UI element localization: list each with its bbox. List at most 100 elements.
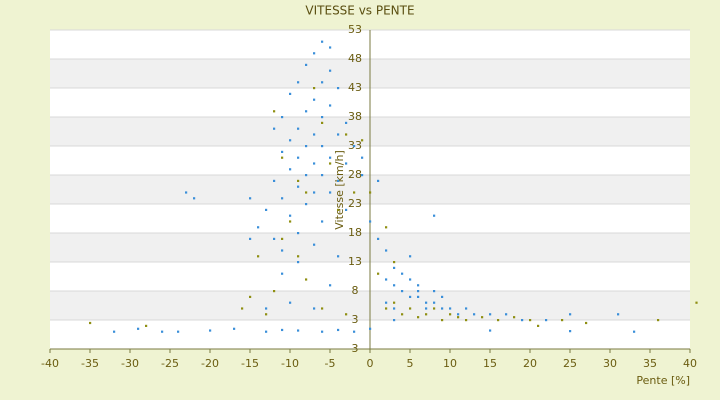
x-tick-label: -35 bbox=[81, 357, 99, 370]
scatter-point bbox=[393, 307, 396, 310]
x-tick-label: 30 bbox=[603, 357, 617, 370]
scatter-point bbox=[345, 208, 348, 211]
scatter-point bbox=[305, 278, 308, 281]
scatter-point bbox=[489, 329, 492, 332]
x-tick-label: 25 bbox=[563, 357, 577, 370]
scatter-point bbox=[273, 237, 276, 240]
scatter-point bbox=[185, 191, 188, 194]
scatter-point bbox=[329, 46, 332, 49]
scatter-point bbox=[513, 316, 516, 319]
y-tick-label: 28 bbox=[348, 168, 362, 181]
scatter-point bbox=[345, 121, 348, 124]
scatter-point bbox=[561, 319, 564, 322]
scatter-point bbox=[249, 237, 252, 240]
scatter-point bbox=[313, 191, 316, 194]
scatter-point bbox=[417, 284, 420, 287]
scatter-point bbox=[441, 295, 444, 298]
scatter-point bbox=[329, 156, 332, 159]
y-tick-label: 53 bbox=[348, 23, 362, 36]
scatter-point bbox=[289, 92, 292, 95]
scatter-point bbox=[297, 232, 300, 235]
scatter-point bbox=[417, 290, 420, 293]
scatter-point bbox=[89, 321, 92, 325]
scatter-point bbox=[137, 327, 140, 330]
scatter-point bbox=[385, 249, 388, 252]
scatter-point bbox=[409, 307, 412, 310]
scatter-point bbox=[529, 319, 532, 322]
y-tick-label: 18 bbox=[348, 226, 362, 239]
scatter-point bbox=[409, 295, 412, 298]
y-tick-label: 38 bbox=[348, 110, 362, 123]
scatter-point bbox=[329, 162, 332, 165]
x-tick-label: 35 bbox=[643, 357, 657, 370]
scatter-point bbox=[313, 87, 316, 90]
scatter-point bbox=[401, 272, 404, 275]
scatter-point bbox=[545, 319, 548, 322]
scatter-point bbox=[457, 316, 460, 319]
scatter-point bbox=[281, 272, 284, 275]
scatter-point bbox=[273, 179, 276, 182]
scatter-point bbox=[537, 324, 540, 327]
scatter-point bbox=[281, 156, 284, 159]
scatter-point bbox=[265, 330, 268, 333]
scatter-point bbox=[385, 226, 388, 229]
scatter-point bbox=[361, 156, 364, 159]
scatter-point bbox=[695, 301, 698, 304]
scatter-point bbox=[361, 174, 364, 177]
scatter-point bbox=[313, 243, 316, 246]
scatter-point bbox=[425, 307, 428, 310]
scatter-point bbox=[377, 272, 380, 275]
scatter-point bbox=[297, 329, 300, 332]
scatter-point bbox=[281, 116, 284, 119]
scatter-point bbox=[433, 307, 436, 310]
y-tick-label: 8 bbox=[352, 284, 359, 297]
scatter-point bbox=[113, 330, 116, 333]
scatter-point bbox=[449, 307, 452, 310]
scatter-point bbox=[369, 191, 372, 194]
scatter-point bbox=[345, 162, 348, 165]
scatter-point bbox=[441, 319, 444, 322]
scatter-point bbox=[329, 69, 332, 72]
scatter-point bbox=[289, 301, 292, 304]
scatter-point bbox=[305, 110, 308, 113]
scatter-point bbox=[321, 145, 324, 148]
scatter-point bbox=[289, 168, 292, 171]
scatter-point bbox=[337, 179, 340, 182]
scatter-point bbox=[233, 327, 236, 330]
scatter-point bbox=[305, 63, 308, 66]
scatter-point bbox=[313, 98, 316, 101]
scatter-point bbox=[297, 81, 300, 84]
scatter-point bbox=[433, 214, 436, 217]
scatter-point bbox=[273, 290, 276, 293]
scatter-point bbox=[337, 328, 340, 332]
scatter-point bbox=[369, 220, 372, 223]
scatter-point bbox=[401, 313, 404, 316]
x-tick-label: 15 bbox=[483, 357, 497, 370]
scatter-point bbox=[329, 284, 332, 287]
x-tick-label: -30 bbox=[121, 357, 139, 370]
scatter-point bbox=[337, 87, 340, 90]
scatter-point bbox=[321, 40, 324, 43]
scatter-point bbox=[297, 255, 300, 258]
x-tick-label: 0 bbox=[367, 357, 374, 370]
scatter-point bbox=[465, 319, 468, 322]
y-tick-label: 48 bbox=[348, 52, 362, 65]
scatter-point bbox=[585, 321, 588, 325]
scatter-point bbox=[273, 110, 276, 113]
scatter-point bbox=[281, 237, 284, 240]
scatter-point bbox=[321, 121, 324, 124]
scatter-point bbox=[417, 316, 420, 319]
scatter-point bbox=[321, 307, 324, 310]
scatter-point bbox=[297, 261, 300, 264]
scatter-point bbox=[313, 162, 316, 165]
scatter-point bbox=[265, 307, 268, 310]
scatter-point bbox=[377, 179, 380, 182]
scatter-point bbox=[297, 179, 300, 182]
scatter-point bbox=[281, 249, 284, 252]
scatter-point bbox=[209, 329, 212, 332]
scatter-point bbox=[329, 191, 332, 194]
y-tick-label: 13 bbox=[348, 255, 362, 268]
scatter-point bbox=[457, 313, 460, 316]
scatter-point bbox=[433, 301, 436, 304]
